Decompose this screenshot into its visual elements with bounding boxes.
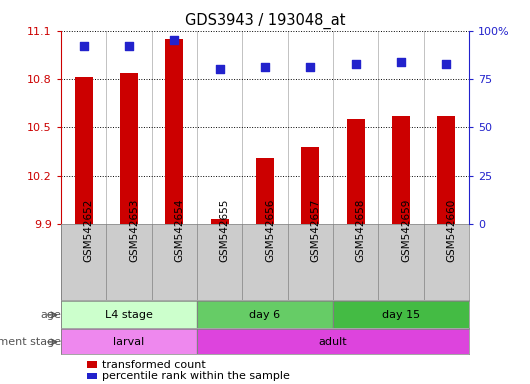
Bar	[165, 39, 183, 224]
Title: GDS3943 / 193048_at: GDS3943 / 193048_at	[185, 13, 345, 29]
Text: percentile rank within the sample: percentile rank within the sample	[102, 371, 290, 381]
Text: GSM542660: GSM542660	[446, 199, 456, 262]
Bar	[437, 116, 455, 224]
Text: GSM542658: GSM542658	[356, 199, 366, 262]
Text: GSM542659: GSM542659	[401, 199, 411, 262]
Text: transformed count: transformed count	[102, 359, 206, 369]
Text: GSM542656: GSM542656	[265, 199, 275, 262]
Text: GSM542657: GSM542657	[311, 199, 320, 262]
Text: GSM542653: GSM542653	[129, 199, 139, 262]
Bar	[256, 158, 274, 224]
Bar	[301, 147, 320, 224]
Text: day 6: day 6	[250, 310, 280, 320]
Point	[261, 65, 269, 71]
Bar	[210, 219, 229, 224]
Text: larval: larval	[113, 337, 145, 347]
Bar	[61, 329, 197, 354]
Point	[215, 66, 224, 73]
Text: L4 stage: L4 stage	[105, 310, 153, 320]
Point	[442, 61, 450, 67]
Point	[125, 43, 133, 49]
Point	[170, 37, 179, 43]
Point	[80, 43, 88, 49]
Text: GSM542652: GSM542652	[84, 199, 94, 262]
Bar	[75, 78, 93, 224]
Point	[306, 65, 315, 71]
Text: age: age	[40, 310, 61, 320]
Text: GSM542655: GSM542655	[219, 199, 229, 262]
Bar	[120, 73, 138, 224]
Bar	[197, 301, 333, 328]
Bar	[333, 301, 469, 328]
Bar	[347, 119, 365, 224]
Bar	[392, 116, 410, 224]
Point	[397, 59, 405, 65]
Text: development stage: development stage	[0, 337, 61, 347]
Text: GSM542654: GSM542654	[174, 199, 184, 262]
Bar	[197, 329, 469, 354]
Point	[351, 61, 360, 67]
Text: day 15: day 15	[382, 310, 420, 320]
Bar	[61, 301, 197, 328]
Text: adult: adult	[319, 337, 347, 347]
